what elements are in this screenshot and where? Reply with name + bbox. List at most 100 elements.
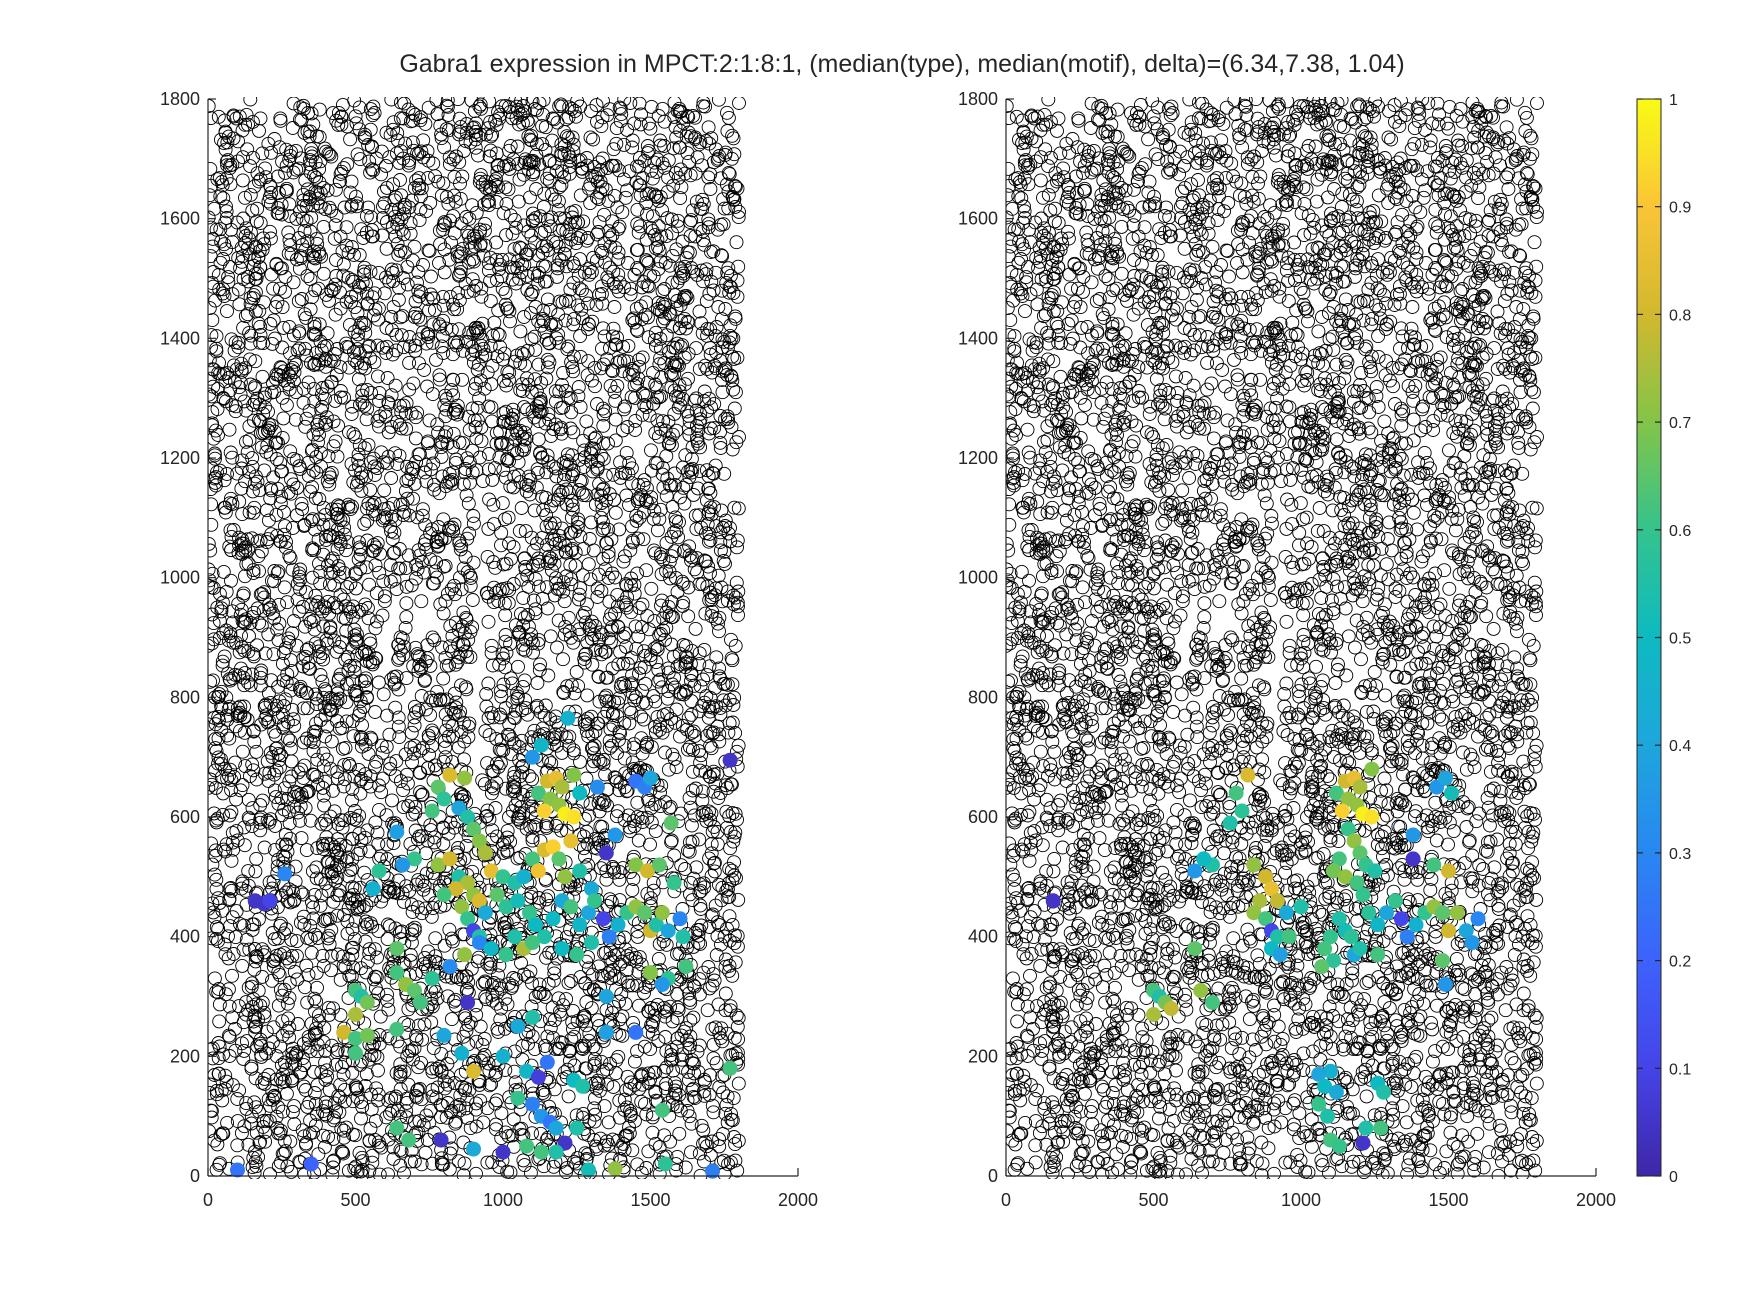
left-cell-point: [697, 237, 712, 252]
left-cell-point: [298, 1083, 313, 1097]
left-cell-point: [258, 1134, 273, 1149]
left-cell-point: [208, 313, 220, 328]
left-cell-point: [407, 1154, 422, 1169]
left-cell-point: [218, 761, 232, 776]
left-cell-point: [225, 968, 239, 983]
left-cell-point: [670, 1099, 685, 1114]
left-cell-point: [637, 1039, 652, 1054]
left-cell-point: [630, 566, 645, 581]
left-cell-point: [299, 1136, 313, 1151]
left-cell-point: [393, 173, 407, 187]
left-cell-point: [367, 942, 382, 957]
left-cell-point: [269, 790, 283, 805]
left-cell-point: [565, 448, 580, 463]
left-cell-point: [653, 672, 668, 687]
left-cell-point: [422, 954, 437, 969]
left-cell-point: [722, 909, 737, 924]
left-cell-point: [253, 666, 268, 681]
left-cell-point: [731, 1133, 746, 1148]
left-cell-point: [595, 296, 610, 311]
left-cell-point: [442, 150, 457, 165]
left-cell-point: [451, 841, 465, 855]
left-cell-point: [307, 522, 322, 537]
left-cell-point: [241, 792, 256, 807]
left-cell-point: [580, 635, 595, 650]
left-cell-point: [221, 270, 236, 285]
left-cell-point: [440, 1077, 455, 1092]
left-cell-point: [234, 628, 248, 643]
left-cell-point: [371, 369, 385, 384]
left-cell-point: [636, 505, 651, 520]
left-cell-point: [375, 771, 390, 786]
left-cell-point: [693, 222, 708, 236]
left-cell-point: [370, 338, 385, 353]
left-cell-point: [250, 474, 265, 489]
left-cell-point: [353, 729, 368, 744]
left-cell-point: [625, 1143, 640, 1158]
left-cell-point: [298, 980, 312, 995]
left-cell-point: [524, 889, 539, 904]
left-cell-point: [316, 652, 331, 667]
left-cell-point: [285, 521, 300, 535]
left-cell-point: [390, 414, 405, 429]
left-cell-point: [627, 1114, 642, 1128]
left-cell-point: [208, 910, 222, 924]
left-cell-point: [246, 505, 261, 520]
left-cell-point: [414, 1055, 429, 1070]
left-cell-point: [428, 931, 443, 946]
left-cell-point: [358, 830, 372, 845]
left-cell-point: [289, 453, 304, 468]
left-cell-point: [406, 491, 420, 506]
left-cell-point: [635, 815, 650, 829]
left-cell-point: [528, 572, 543, 586]
left-cell-point: [670, 987, 685, 1002]
left-cell-point: [275, 1146, 290, 1161]
left-cell-point: [707, 421, 722, 436]
left-cell-point: [377, 184, 391, 199]
left-cell-point: [381, 1167, 395, 1179]
left-cell-point: [703, 167, 718, 182]
left-cell-point: [720, 265, 735, 280]
left-cell-point: [208, 566, 220, 581]
left-cell-point: [413, 766, 428, 781]
left-cell-point: [489, 172, 503, 186]
left-cell-point: [654, 567, 669, 582]
left-cell-point: [711, 97, 726, 107]
left-cell-point: [234, 481, 249, 496]
left-cell-point: [323, 761, 338, 776]
left-cell-point: [208, 201, 222, 216]
left-cell-point: [391, 292, 406, 307]
left-cell-point: [635, 350, 650, 365]
left-cell-point: [475, 773, 490, 788]
left-cell-point: [678, 862, 693, 876]
left-cell-point: [563, 1053, 577, 1068]
left-cell-point: [261, 686, 276, 701]
left-cell-point: [274, 916, 288, 931]
left-cell-point: [576, 214, 591, 229]
left-cell-point: [605, 363, 619, 378]
left-cell-point: [290, 576, 305, 591]
left-cell-point: [478, 974, 493, 989]
left-cell-point: [326, 1160, 341, 1175]
left-cell-point: [676, 576, 691, 591]
left-cell-point: [404, 578, 419, 593]
left-cell-point: [594, 119, 609, 134]
left-cell-point: [673, 191, 688, 206]
left-cell-point: [378, 405, 393, 419]
left-cell-point: [579, 771, 594, 786]
left-cell-point: [381, 1002, 396, 1017]
left-cell-point: [346, 888, 361, 902]
left-cell-point: [287, 964, 302, 979]
left-cell-point: [676, 480, 691, 495]
left-cell-point: [396, 800, 411, 815]
left-cell-point: [457, 734, 472, 749]
left-cell-point: [418, 959, 433, 974]
left-cell-point: [581, 231, 595, 245]
left-cell-point: [456, 715, 471, 730]
left-cell-point: [535, 530, 550, 545]
left-cell-point: [633, 660, 648, 675]
left-cell-point: [412, 178, 427, 192]
left-cell-point: [217, 649, 232, 664]
left-cell-point: [684, 1116, 699, 1131]
left-cell-point: [684, 1145, 698, 1160]
